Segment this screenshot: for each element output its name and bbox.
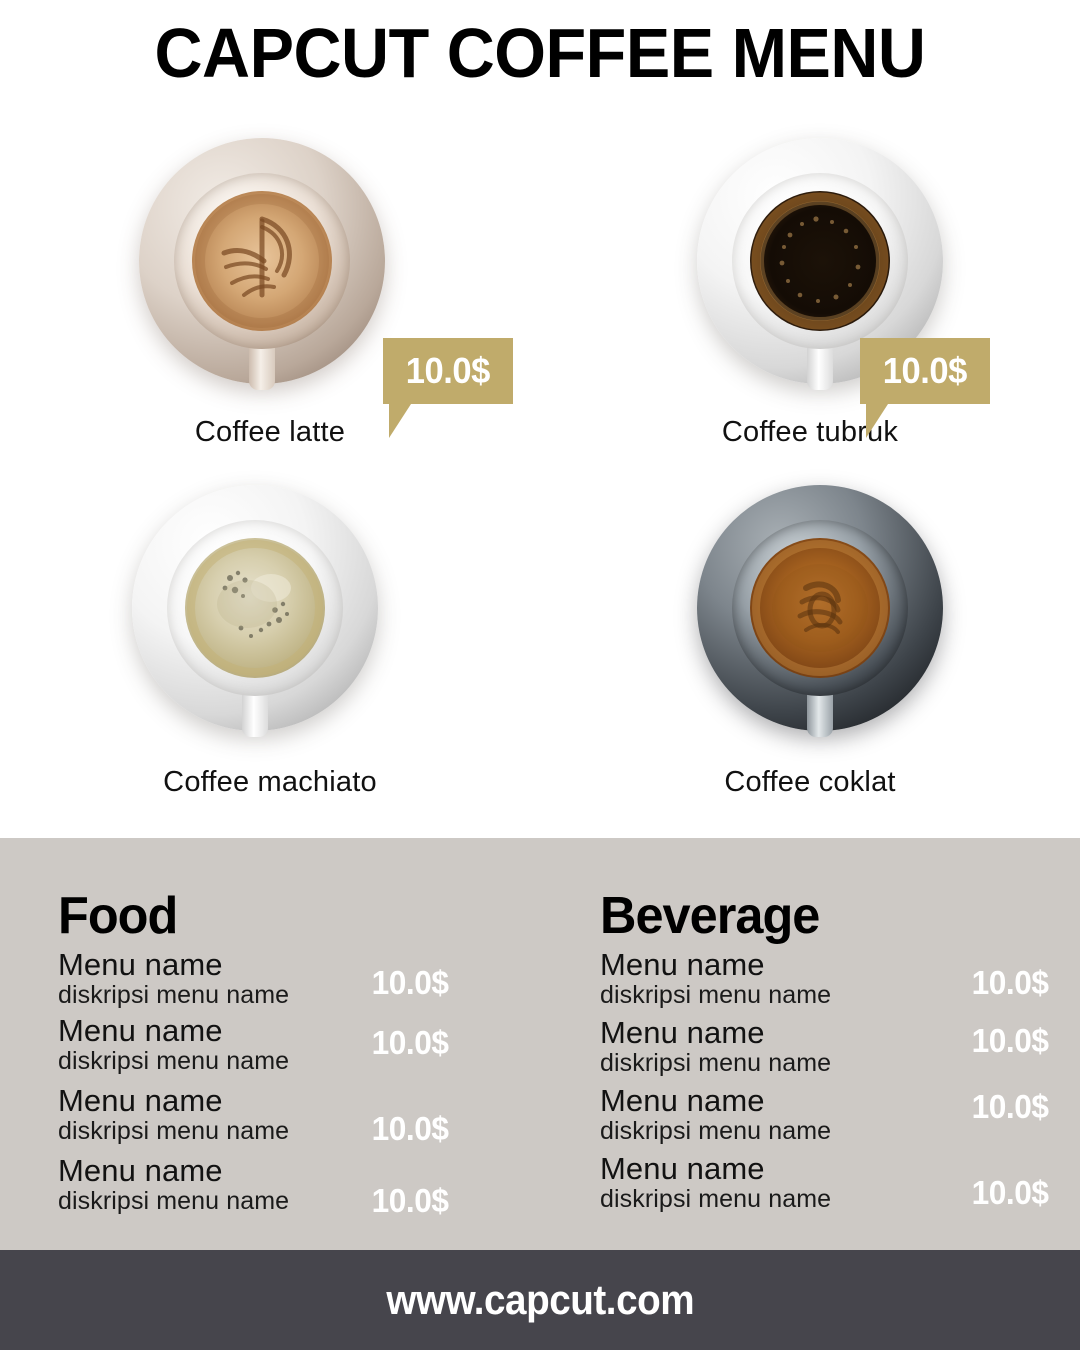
menu-item-name: Menu name [58,1083,223,1118]
menu-item-name: Menu name [600,947,765,982]
menu-item-description: diskripsi menu name [600,1117,832,1146]
menu-item-description: diskripsi menu name [58,981,290,1010]
cup-shape [732,173,908,349]
coffee-liquid [750,538,890,678]
page-title: CAPCUT COFFEE MENU [154,14,926,92]
menu-item-price: 10.0$ [971,1022,1049,1059]
saucer-shape [697,138,943,390]
website-url[interactable]: www.capcut.com [386,1276,694,1323]
menu-lists-panel: Food Menu name diskripsi menu name 10.0$… [0,838,1080,1250]
cup-shape [732,520,908,696]
coffee-liquid [185,538,325,678]
coffee-cup-tubruk-image [697,138,943,390]
coffee-liquid [192,191,332,331]
coffee-cup-coklat-image [697,485,943,737]
coffee-showcase-grid: Coffee latte 10.0$ [0,128,1080,1161]
coffee-card-coklat[interactable]: Coffee coklat 10.0$ [540,483,1080,1161]
section-heading-beverage: Beverage [600,887,820,945]
menu-item-name: Menu name [600,1015,765,1050]
bubble-tail-icon [866,404,888,438]
bubble-tail-icon [389,404,411,438]
menu-item-description: diskripsi menu name [600,1049,832,1078]
menu-item-name: Menu name [58,947,223,982]
coffee-card-latte[interactable]: Coffee latte 10.0$ [0,128,540,483]
menu-row[interactable]: Menu name diskripsi menu name 10.0$ [600,1152,1070,1220]
menu-item-name: Menu name [600,1083,765,1118]
menu-item-price: 10.0$ [971,1088,1049,1125]
coffee-name-label: Coffee latte [194,416,346,448]
menu-column-food: Food Menu name diskripsi menu name 10.0$… [58,890,528,1222]
menu-row[interactable]: Menu name diskripsi menu name 10.0$ [58,1014,528,1084]
menu-item-name: Menu name [58,1153,223,1188]
menu-item-price: 10.0$ [971,964,1049,1001]
saucer-shape [697,485,943,737]
price-value: 10.0$ [882,350,968,391]
coffee-cup-latte-image [139,138,385,390]
menu-row[interactable]: Menu name diskripsi menu name 10.0$ [600,948,1070,1016]
menu-item-description: diskripsi menu name [600,1185,832,1214]
cup-shape [167,520,343,696]
menu-item-price: 10.0$ [371,964,449,1001]
price-tag-tubruk: 10.0$ [860,338,990,438]
price-value: 10.0$ [405,350,491,391]
section-heading-food: Food [58,887,178,945]
price-tag-latte: 10.0$ [383,338,513,438]
coffee-name-label: Coffee tubruk [721,416,899,448]
crema-ring-icon [751,192,889,330]
foam-speckle-icon [187,540,323,676]
coffee-name-label: Coffee coklat [724,766,896,798]
saucer-shape [139,138,385,390]
saucer-shape [132,485,378,737]
menu-item-description: diskripsi menu name [58,1047,290,1076]
coffee-liquid [750,191,890,331]
menu-item-price: 10.0$ [371,1024,449,1061]
menu-row[interactable]: Menu name diskripsi menu name 10.0$ [58,1154,528,1222]
cup-shape [174,173,350,349]
coffee-name-label: Coffee machiato [163,766,377,798]
menu-item-price: 10.0$ [371,1182,449,1219]
latte-art-icon [195,194,329,328]
cocoa-art-icon [752,540,888,676]
menu-column-beverage: Beverage Menu name diskripsi menu name 1… [600,890,1070,1220]
menu-item-description: diskripsi menu name [600,981,832,1010]
menu-row[interactable]: Menu name diskripsi menu name 10.0$ [600,1016,1070,1084]
menu-item-name: Menu name [58,1013,223,1048]
coffee-card-machiato[interactable]: Coffee machiato 10.0$ [0,483,540,1161]
coffee-card-tubruk[interactable]: Coffee tubruk 10.0$ [540,128,1080,483]
menu-row[interactable]: Menu name diskripsi menu name 10.0$ [58,948,528,1014]
footer-bar: www.capcut.com [0,1250,1080,1350]
menu-row[interactable]: Menu name diskripsi menu name 10.0$ [600,1084,1070,1152]
menu-item-price: 10.0$ [371,1110,449,1147]
menu-item-price: 10.0$ [971,1174,1049,1211]
menu-item-name: Menu name [600,1151,765,1186]
menu-item-description: diskripsi menu name [58,1187,290,1216]
menu-row[interactable]: Menu name diskripsi menu name 10.0$ [58,1084,528,1154]
menu-item-description: diskripsi menu name [58,1117,290,1146]
coffee-cup-machiato-image [132,485,378,737]
